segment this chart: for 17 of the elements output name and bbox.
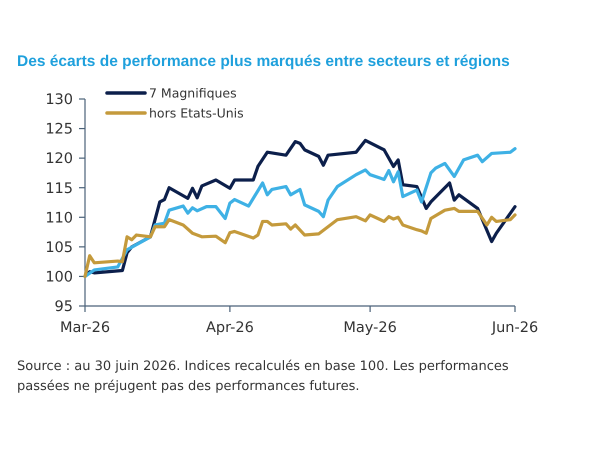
y-tick-label: 95 [54,299,73,316]
source-note: Source : au 30 juin 2026. Indices recalculés en base 100. Les performances passées ne préjugent pas des performances futures. [17,359,509,394]
x-tick-label: Apr-26 [206,320,254,336]
x-tick-label: May-26 [343,320,397,336]
legend-label: hors Etats-Unis [149,105,244,120]
y-tick-label: 130 [45,92,73,108]
x-tick-label: Jun-26 [490,320,538,336]
line-series [83,206,517,278]
y-tick-label: 100 [45,270,73,286]
x-tick-label: Mar-26 [60,320,110,336]
y-tick-label: 125 [45,122,73,138]
legend-label: 7 Magnifiques [149,85,237,100]
y-tick-label: 105 [45,240,73,256]
y-tick-label: 120 [45,151,73,168]
y-tick-label: 115 [45,180,73,197]
y-tick-label: 110 [45,210,73,226]
chart-title: Des écarts de performance plus marqués entre secteurs et régions [17,53,510,70]
